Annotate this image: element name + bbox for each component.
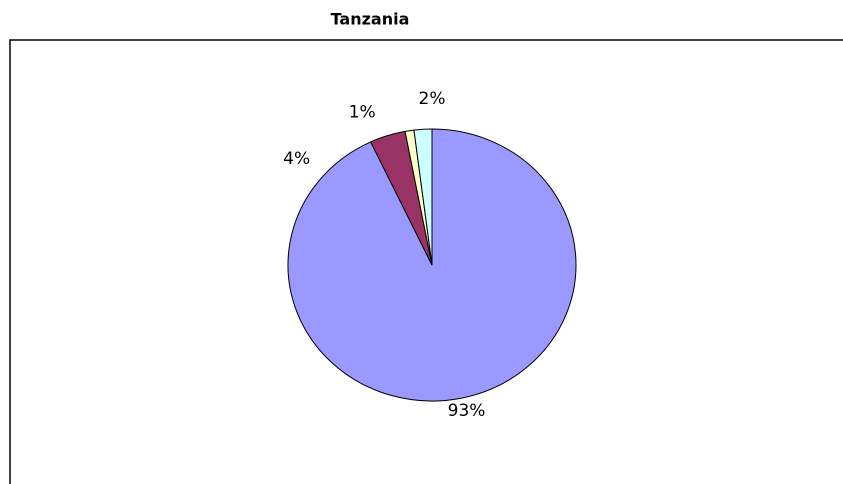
data-label: 93% <box>448 401 486 421</box>
chart-title: Tanzania <box>331 10 410 29</box>
pie-slice <box>413 128 433 266</box>
data-label: 2% <box>419 89 446 109</box>
data-label: 1% <box>349 103 376 123</box>
data-label: 4% <box>283 149 310 169</box>
